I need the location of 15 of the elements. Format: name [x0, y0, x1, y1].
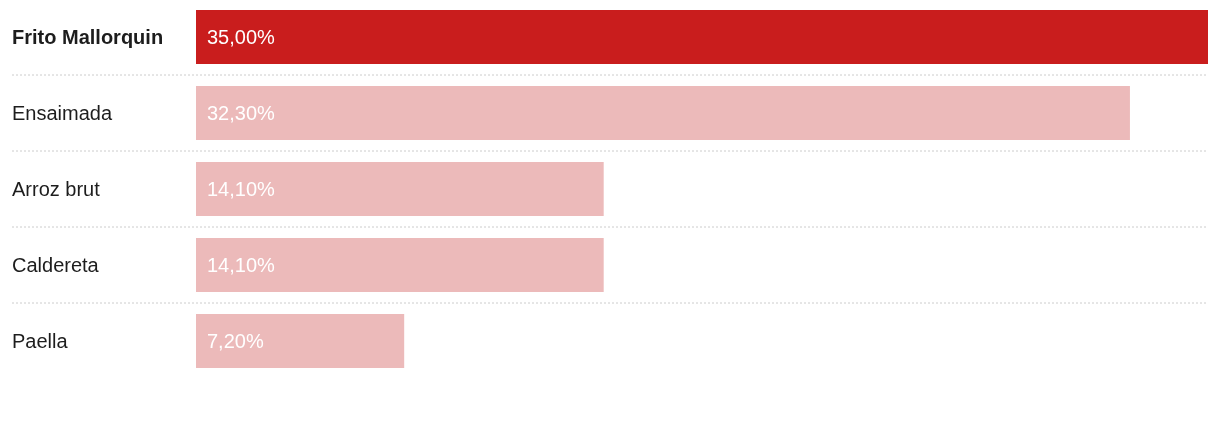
bar: [196, 314, 405, 368]
data-label: 32,30%: [207, 102, 276, 124]
bar: [196, 162, 604, 216]
y-tick-label: Ensaimada: [12, 102, 113, 124]
bar: [196, 86, 1130, 140]
data-label: 14,10%: [207, 178, 276, 200]
y-tick-label: Arroz brut: [12, 178, 101, 200]
bar: [196, 238, 604, 292]
y-tick-label: Paella: [12, 330, 69, 352]
y-tick-label: Caldereta: [12, 254, 100, 276]
data-label: 14,10%: [207, 254, 276, 276]
bar: [196, 10, 1208, 64]
y-tick-label: Frito Mallorquin: [12, 26, 164, 48]
data-label: 7,20%: [207, 330, 264, 352]
data-label: 35,00%: [207, 26, 276, 48]
